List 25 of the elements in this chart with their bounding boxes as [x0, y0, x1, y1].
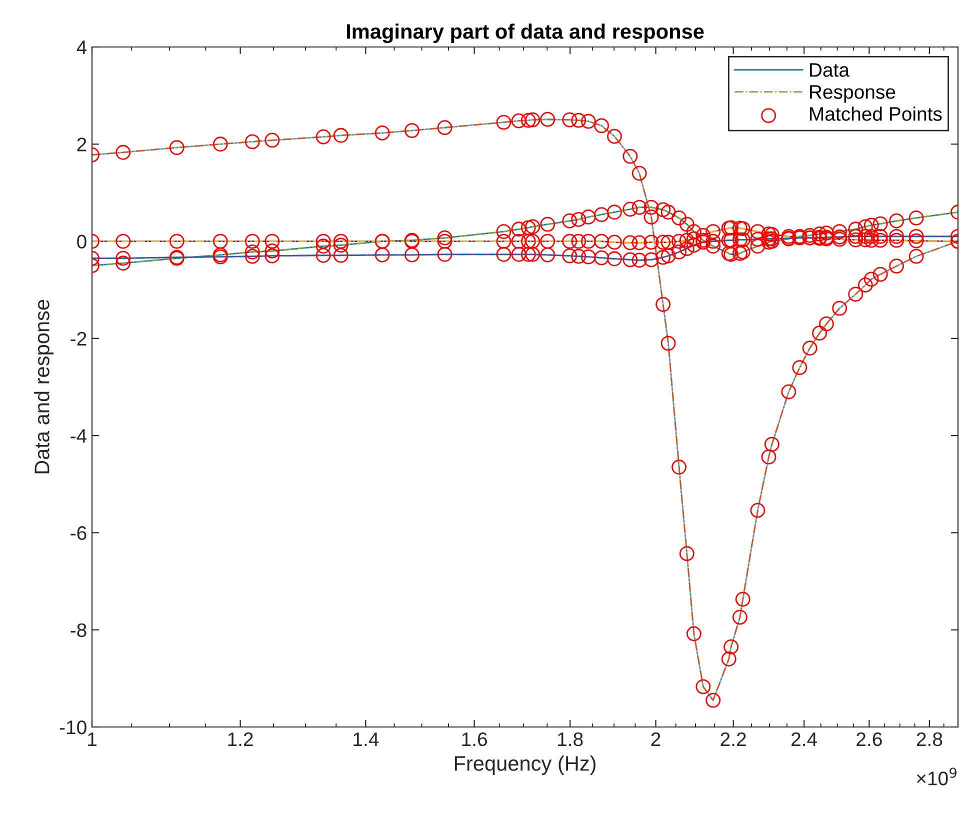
x-tick-label: 1.6	[462, 732, 487, 746]
y-tick-label: -6	[70, 526, 86, 540]
y-tick-label: -8	[70, 623, 86, 638]
y-tick-label: 0	[77, 234, 86, 249]
text: ×10$^{9}$	[916, 768, 956, 786]
x-tick-label: 2	[651, 732, 660, 746]
x-tick-label: 1.4	[354, 732, 379, 746]
x-tick-label: 2.8	[916, 732, 942, 746]
y-axis-title: Data and response	[34, 300, 54, 474]
x-tick-label: 1	[88, 732, 96, 746]
chart-title: Imaginary part of data and response	[346, 24, 704, 44]
y-tick-label: 2	[77, 138, 86, 152]
x-tick-label: 2.4	[792, 732, 818, 746]
x-tick-label: 1.8	[558, 732, 583, 746]
x-tick-label: 1.2	[228, 732, 253, 746]
x-tick-label: 2.2	[720, 732, 746, 746]
y-tick-label: -4	[70, 429, 87, 443]
y-tick-label: -2	[70, 332, 86, 346]
legend-label: Data	[810, 63, 850, 77]
y-tick-label: -10	[60, 720, 86, 734]
legend-label: Matched Points	[810, 106, 942, 121]
x-tick-label: 2.6	[856, 732, 882, 746]
x-axis-title: Frequency (Hz)	[454, 756, 596, 775]
y-tick-label: 4	[76, 40, 87, 54]
legend-label: Response	[810, 85, 896, 103]
